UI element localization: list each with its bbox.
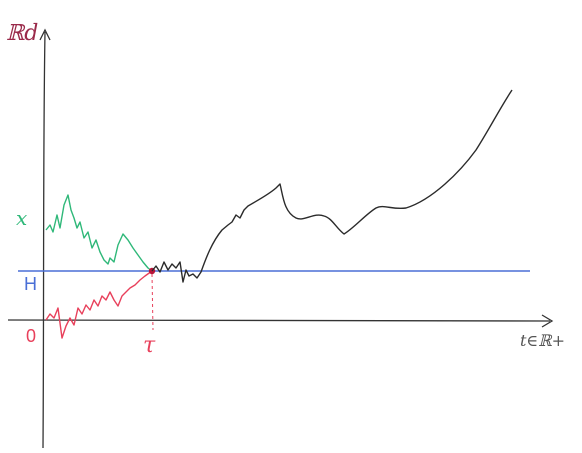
black-path [151,89,513,283]
green-path [45,194,153,272]
x-axis [7,319,551,322]
y-axis [42,31,46,449]
tau-dashed-line [151,273,154,331]
x-axis-label: t∈ℝ+ [520,331,565,350]
h-label: H [24,274,37,294]
zero-label: 0 [26,326,36,346]
y-axis-label: ℝd [6,21,38,46]
red-path [45,270,153,339]
tau-label: τ [143,333,156,358]
x0-label: x [16,206,27,230]
x-axis-arrowhead [541,314,554,328]
y-axis-arrowhead [39,28,51,41]
